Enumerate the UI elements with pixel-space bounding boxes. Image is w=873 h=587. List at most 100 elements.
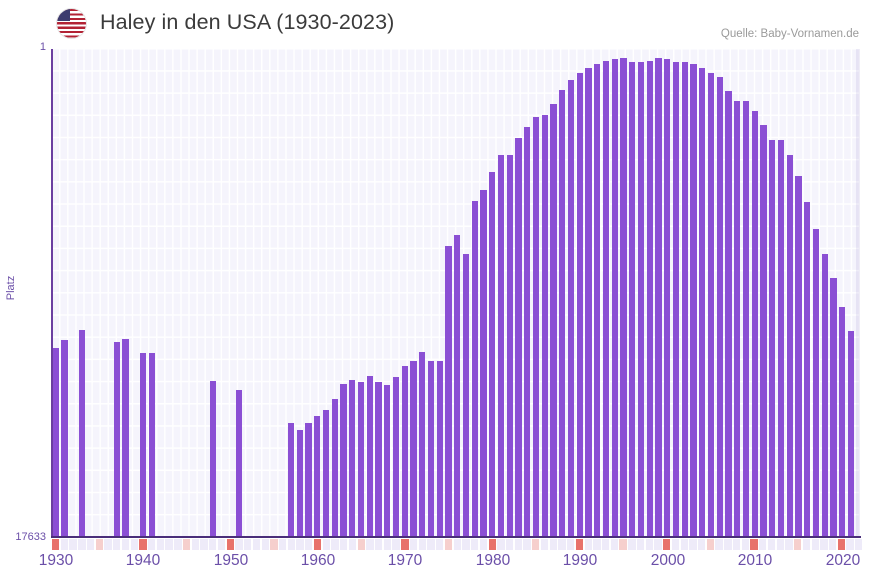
bar-1975[interactable] <box>445 246 452 536</box>
bar-1974[interactable] <box>436 361 443 536</box>
bar-1951[interactable] <box>235 389 242 536</box>
x-tick-marker <box>296 539 304 550</box>
x-tick-marker-major <box>663 539 671 550</box>
x-tick-marker <box>383 539 392 550</box>
bar-1966[interactable] <box>366 376 373 536</box>
bar-1986[interactable] <box>541 114 548 536</box>
x-tick-marker-minor <box>794 539 802 550</box>
x-tick-marker <box>348 539 357 550</box>
bar-2013[interactable] <box>777 140 785 536</box>
bar-1992[interactable] <box>594 63 601 536</box>
bar-1959[interactable] <box>305 422 312 536</box>
bar-1968[interactable] <box>384 385 391 536</box>
bar-1994[interactable] <box>611 59 618 536</box>
x-tick-marker-minor <box>270 539 278 550</box>
bar-1965[interactable] <box>357 381 365 536</box>
bar-1938[interactable] <box>122 338 129 536</box>
bar-2015[interactable] <box>795 175 802 536</box>
x-tick-marker <box>680 539 688 550</box>
bar-2019[interactable] <box>830 277 837 536</box>
bar-1976[interactable] <box>454 235 461 536</box>
bar-2005[interactable] <box>707 73 715 536</box>
x-tick-marker <box>628 539 636 550</box>
bar-1961[interactable] <box>322 410 330 536</box>
bar-1988[interactable] <box>559 90 566 536</box>
bar-1999[interactable] <box>655 58 662 536</box>
bar-1970[interactable] <box>401 366 408 536</box>
x-tick-marker <box>287 539 296 550</box>
bar-2007[interactable] <box>725 91 732 536</box>
bar-1985[interactable] <box>532 117 540 536</box>
bar-2011[interactable] <box>760 124 767 536</box>
bar-1958[interactable] <box>296 429 303 536</box>
bar-2003[interactable] <box>690 64 697 536</box>
bar-1993[interactable] <box>602 61 610 536</box>
bar-1967[interactable] <box>375 382 382 536</box>
bar-1948[interactable] <box>209 381 216 536</box>
x-tick-marker <box>235 539 243 550</box>
chart-header: Haley in den USA (1930-2023) Quelle: Bab… <box>0 0 873 48</box>
x-tick-marker <box>69 539 77 550</box>
bar-1998[interactable] <box>646 61 653 536</box>
bar-2008[interactable] <box>734 101 741 536</box>
bar-1957[interactable] <box>287 422 295 536</box>
x-tick-marker <box>200 539 208 550</box>
bar-2001[interactable] <box>672 62 680 536</box>
bar-2006[interactable] <box>716 77 723 536</box>
bar-1996[interactable] <box>629 62 636 536</box>
bar-2002[interactable] <box>681 62 688 536</box>
x-tick-label-1980: 1980 <box>475 552 511 569</box>
bar-1960[interactable] <box>314 416 321 536</box>
x-tick-marker <box>846 539 854 550</box>
x-tick-marker <box>130 539 138 550</box>
bar-1941[interactable] <box>148 353 155 536</box>
bar-1973[interactable] <box>427 361 435 536</box>
bar-1979[interactable] <box>480 190 487 536</box>
bar-1983[interactable] <box>515 138 522 536</box>
x-tick-marker <box>523 539 531 550</box>
bar-1987[interactable] <box>550 103 557 536</box>
bar-1982[interactable] <box>506 155 513 536</box>
x-tick-marker <box>392 539 400 550</box>
x-axis-line <box>51 536 861 538</box>
bar-2018[interactable] <box>821 253 828 536</box>
x-tick-marker <box>86 539 95 550</box>
x-tick-marker-minor <box>357 539 365 550</box>
bar-1940[interactable] <box>139 353 147 536</box>
bar-1937[interactable] <box>113 341 120 536</box>
bar-2016[interactable] <box>804 202 811 536</box>
bar-1963[interactable] <box>340 384 347 536</box>
bar-2000[interactable] <box>664 59 671 536</box>
bar-1969[interactable] <box>392 376 400 536</box>
bar-2010[interactable] <box>751 111 758 536</box>
x-tick-marker-minor <box>532 539 540 550</box>
bar-1980[interactable] <box>489 171 496 536</box>
bar-1931[interactable] <box>61 339 68 536</box>
bar-1962[interactable] <box>331 399 338 536</box>
bar-1989[interactable] <box>567 79 575 536</box>
bar-1972[interactable] <box>419 351 426 536</box>
bar-1991[interactable] <box>585 67 592 536</box>
x-tick-marker <box>375 539 383 550</box>
bar-1930[interactable] <box>52 347 59 536</box>
x-tick-marker <box>811 539 819 550</box>
bar-1995[interactable] <box>620 58 627 536</box>
bar-2021[interactable] <box>847 331 855 536</box>
bar-1990[interactable] <box>576 73 583 536</box>
bar-2009[interactable] <box>742 101 750 536</box>
x-tick-marker <box>78 539 86 550</box>
x-tick-marker <box>427 539 435 550</box>
bar-2020[interactable] <box>839 307 846 536</box>
bar-1978[interactable] <box>471 200 478 536</box>
bar-2004[interactable] <box>699 68 706 536</box>
bar-1977[interactable] <box>462 253 470 536</box>
bar-1981[interactable] <box>497 155 505 536</box>
bar-1964[interactable] <box>349 379 356 536</box>
bar-2017[interactable] <box>812 229 820 536</box>
bar-1933[interactable] <box>78 330 85 536</box>
bar-1997[interactable] <box>637 62 645 536</box>
bar-1984[interactable] <box>524 126 531 536</box>
bar-1971[interactable] <box>410 361 417 536</box>
bar-2012[interactable] <box>769 140 776 536</box>
bar-2014[interactable] <box>786 155 793 536</box>
